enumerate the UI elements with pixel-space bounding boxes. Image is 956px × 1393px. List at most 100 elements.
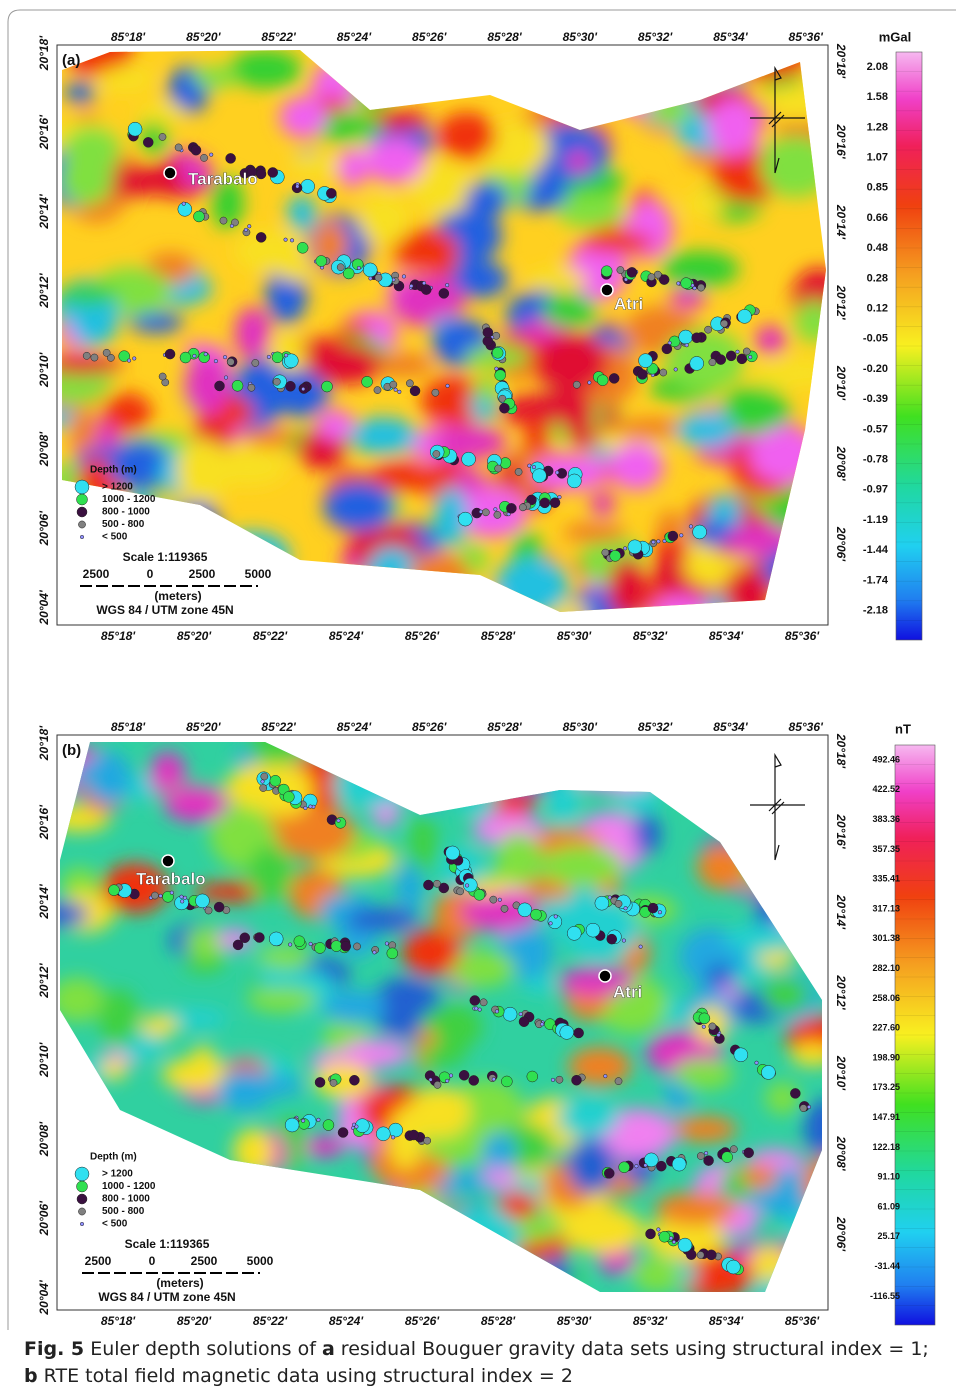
anomaly	[769, 732, 830, 768]
bottom-tick-label: 85°20'	[177, 629, 212, 643]
euler-solution	[737, 354, 747, 364]
scale-unit: (meters)	[154, 589, 201, 603]
anomaly	[354, 73, 396, 109]
anomaly	[85, 751, 131, 805]
anomaly	[538, 61, 596, 122]
euler-solution	[462, 452, 476, 466]
euler-solution	[248, 384, 255, 391]
euler-solution	[215, 381, 225, 391]
euler-solution	[532, 469, 546, 483]
anomaly	[496, 832, 541, 885]
euler-solution	[478, 1008, 482, 1012]
euler-solution	[657, 1228, 661, 1232]
euler-solution	[244, 228, 248, 232]
anomaly	[540, 1257, 570, 1291]
bottom-tick-label: 85°26'	[405, 629, 440, 643]
euler-solution	[183, 896, 187, 900]
anomaly	[341, 1040, 410, 1068]
euler-solution	[421, 285, 431, 295]
anomaly	[548, 769, 579, 827]
left-tick-label: 20°18'	[37, 725, 51, 761]
bottom-tick-label: 85°28'	[481, 629, 516, 643]
anomaly	[675, 413, 736, 447]
anomaly	[528, 390, 588, 423]
scale-label: 5000	[247, 1254, 274, 1268]
legend-symbol	[78, 1208, 85, 1215]
colorbar-label: -0.39	[863, 393, 888, 405]
anomaly	[579, 232, 654, 253]
colorbar-label: 0.85	[867, 182, 888, 194]
euler-solution	[128, 122, 142, 136]
euler-solution	[519, 1012, 523, 1016]
euler-solution	[284, 238, 288, 242]
anomaly	[533, 333, 609, 393]
colorbar-label: -0.20	[863, 363, 888, 375]
left-tick-label: 20°14'	[37, 883, 51, 919]
euler-solution	[233, 940, 243, 950]
scale-datum: WGS 84 / UTM zone 45N	[98, 1290, 235, 1304]
euler-solution	[680, 534, 684, 538]
euler-solution	[743, 348, 750, 355]
euler-solution	[261, 773, 268, 780]
euler-solution	[338, 1128, 348, 1138]
anomaly	[348, 417, 418, 454]
anomaly	[277, 1255, 331, 1317]
euler-solution	[224, 376, 228, 380]
anomaly	[732, 38, 808, 80]
anomaly	[573, 762, 655, 791]
euler-solution	[232, 380, 243, 391]
euler-solution	[433, 880, 440, 887]
euler-solution	[706, 1250, 716, 1260]
euler-solution	[474, 889, 485, 900]
legend-item: 500 - 800	[102, 1206, 145, 1217]
euler-solution	[697, 1251, 704, 1258]
anomaly	[554, 604, 590, 624]
euler-solution	[736, 350, 740, 354]
euler-solution	[744, 1148, 754, 1158]
caption-label: Fig. 5	[24, 1338, 84, 1360]
anomaly	[378, 1208, 444, 1249]
euler-solution	[410, 386, 420, 396]
colorbar-label: 25.17	[877, 1231, 900, 1241]
anomaly	[58, 285, 117, 305]
euler-solution	[734, 1048, 748, 1062]
euler-solution	[175, 144, 182, 151]
map-surface	[27, 714, 869, 1324]
top-tick-label: 85°20'	[186, 720, 221, 734]
anomaly	[634, 814, 661, 855]
colorbar-label: 61.09	[877, 1201, 900, 1211]
euler-solution	[689, 525, 693, 529]
right-tick-label: 20°14'	[834, 894, 848, 930]
top-tick-label: 85°36'	[789, 30, 824, 44]
euler-solution	[343, 268, 354, 279]
anomaly	[70, 410, 98, 450]
anomaly	[614, 77, 655, 115]
euler-solution	[498, 898, 502, 902]
legend-symbol	[80, 1222, 84, 1226]
place-label: Atri	[613, 982, 642, 1001]
euler-solution	[469, 1075, 479, 1085]
right-tick-label: 20°08'	[834, 1135, 848, 1171]
euler-solution	[494, 511, 501, 518]
anomaly	[332, 762, 413, 809]
anomaly	[234, 307, 271, 360]
colorbar-label: 122.18	[872, 1142, 900, 1152]
euler-solution	[648, 903, 658, 913]
euler-solution	[457, 888, 464, 895]
euler-solution	[373, 951, 377, 955]
figure: (a)85°18'85°20'85°22'85°24'85°26'85°28'8…	[0, 0, 956, 1330]
caption: Fig. 5 Euler depth solutions of a residu…	[24, 1336, 934, 1390]
euler-solution	[726, 351, 736, 361]
euler-solution	[494, 508, 498, 512]
euler-solution	[159, 373, 166, 380]
euler-solution	[296, 185, 300, 189]
euler-solution	[268, 167, 278, 177]
euler-solution	[602, 549, 609, 556]
euler-solution	[550, 498, 560, 508]
euler-solution	[604, 1074, 608, 1078]
anomaly	[445, 1206, 519, 1270]
anomaly	[465, 181, 508, 217]
right-tick-label: 20°10'	[834, 365, 848, 401]
bottom-tick-label: 85°24'	[329, 1314, 364, 1328]
left-tick-label: 20°10'	[37, 1041, 51, 1077]
